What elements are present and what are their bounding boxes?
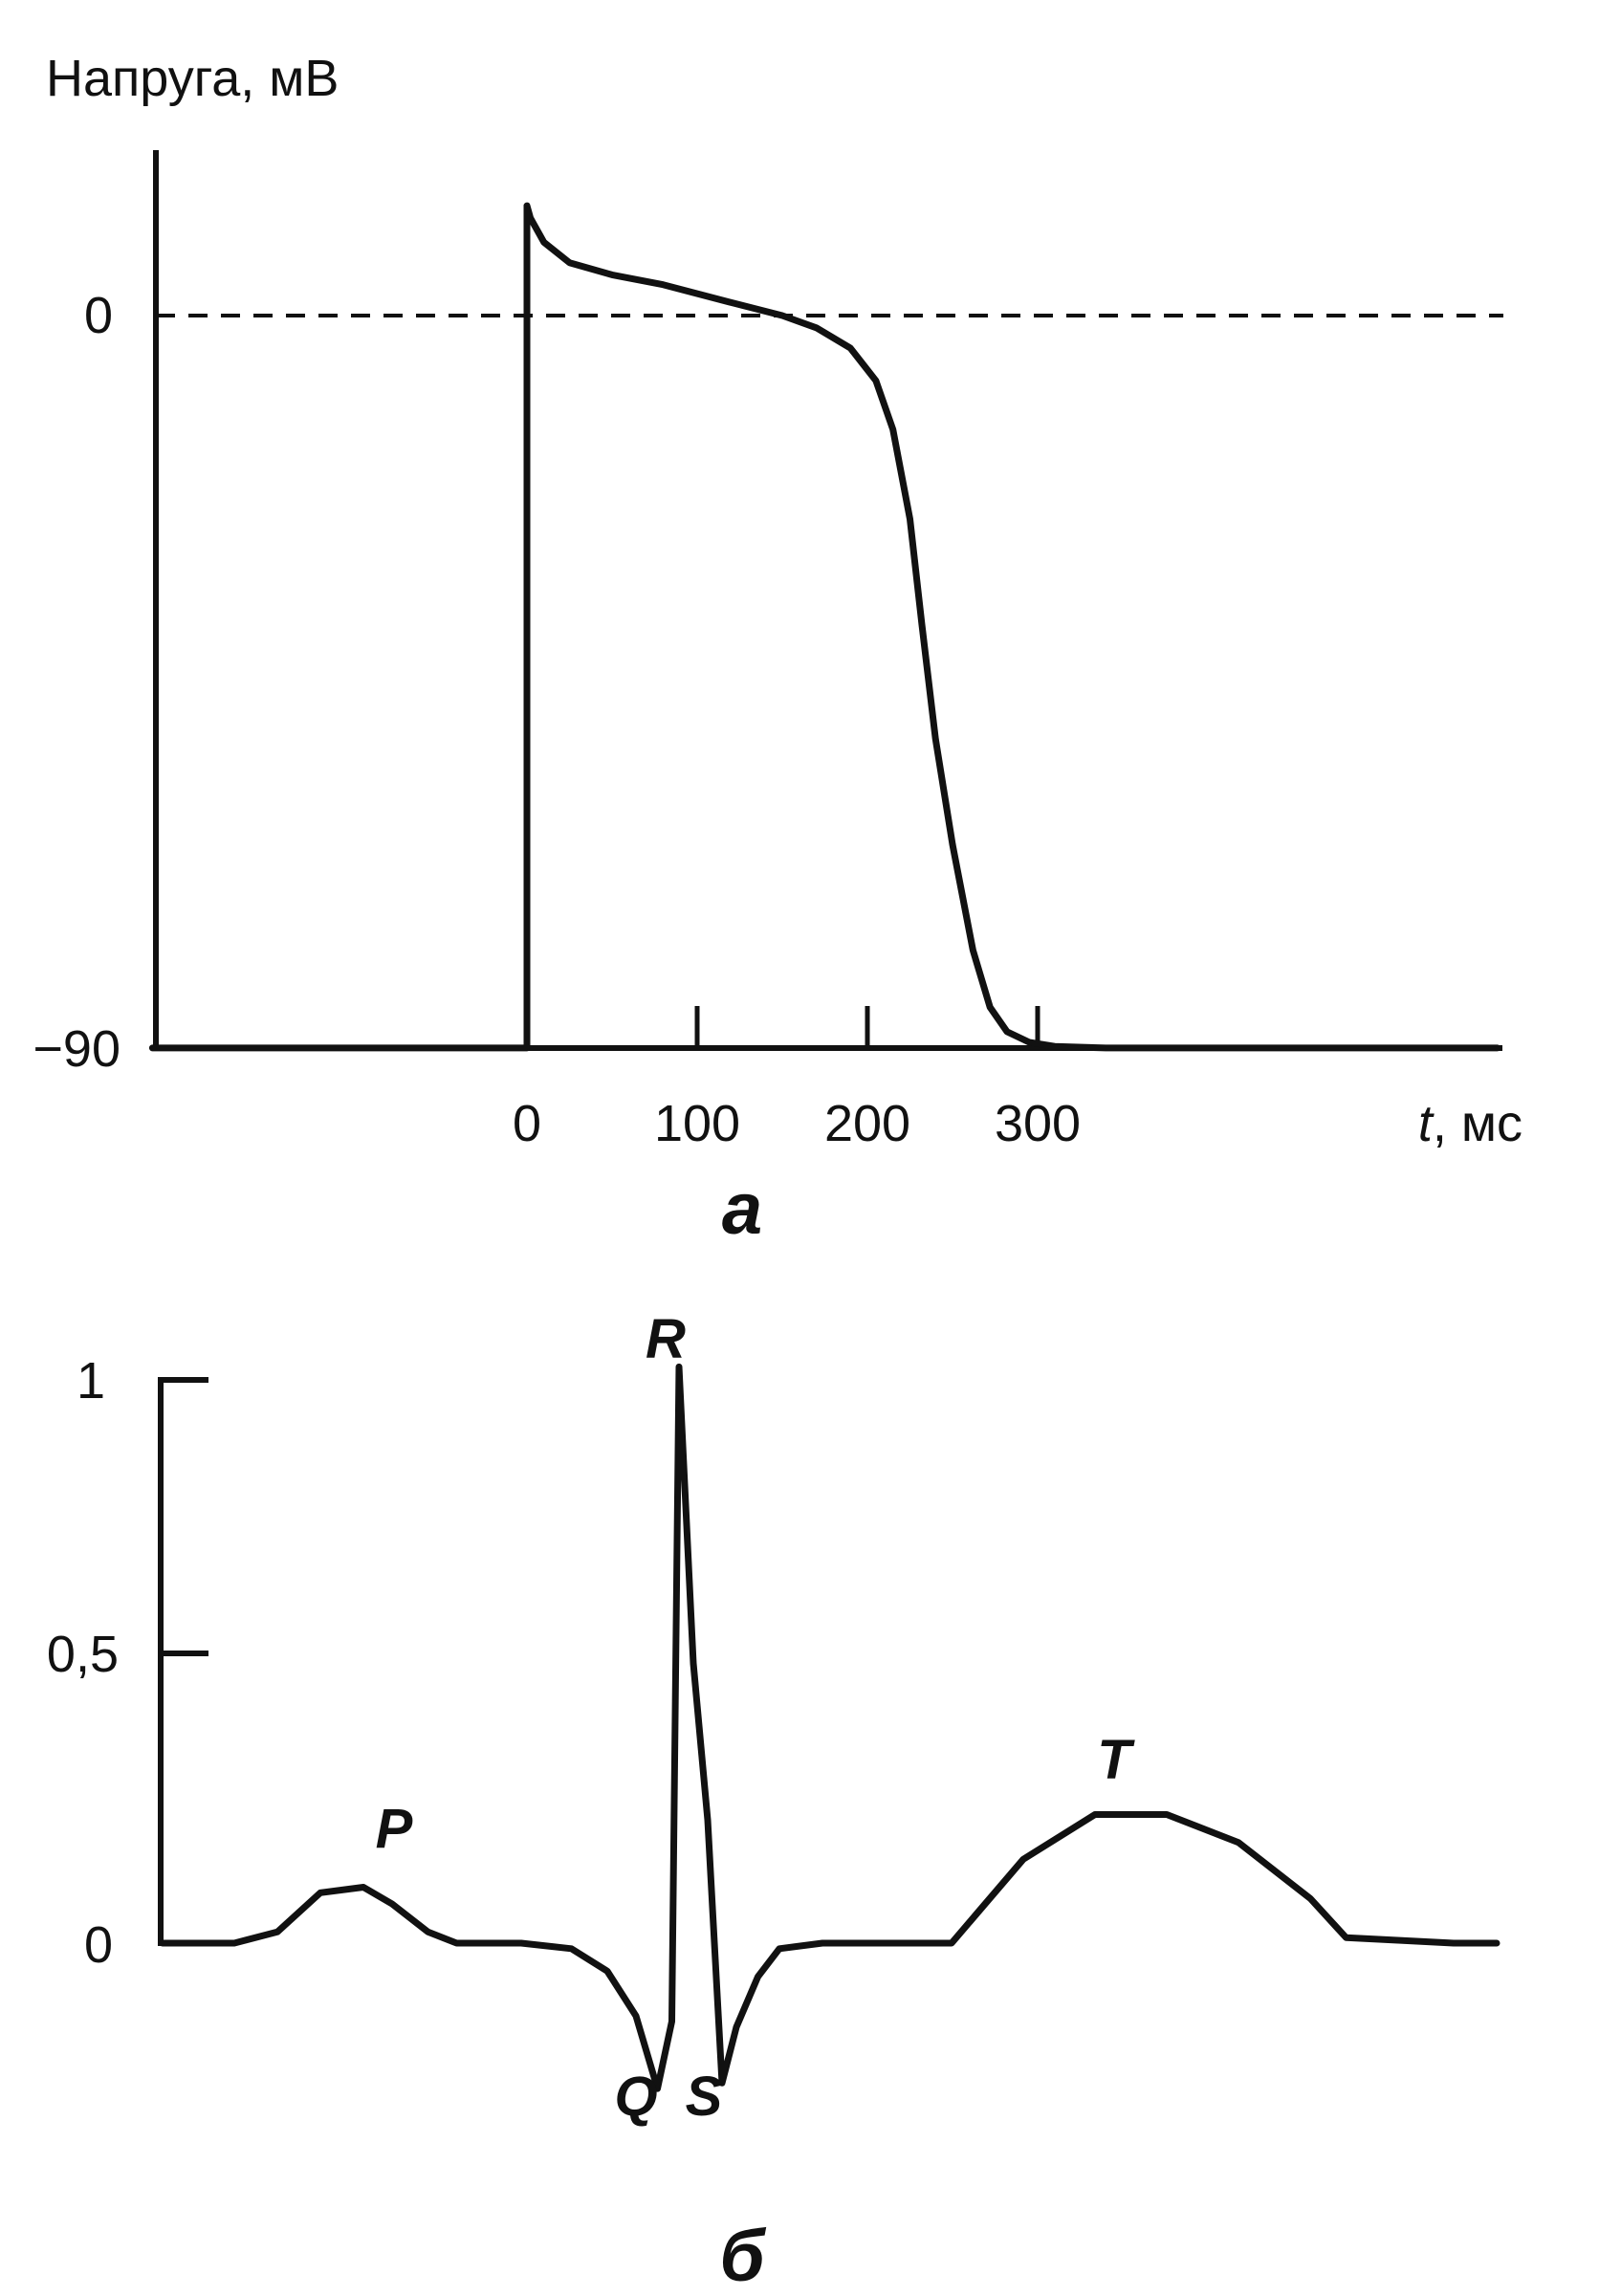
chart-b-annotation-s: S (686, 2066, 723, 2128)
chart-b-series-line (159, 1363, 1500, 2092)
chart-a-x-tick-label-0: 0 (513, 1095, 541, 1152)
chart-b: 1 0,5 0 P Q R S T б (47, 1308, 1500, 2296)
chart-a-y-tick-label-1: −90 (33, 1020, 120, 1078)
chart-a-series-line (148, 202, 1501, 1052)
chart-a-x-tick-label-300: 300 (995, 1095, 1081, 1152)
chart-a-x-ticks (694, 1006, 1040, 1048)
chart-a: Напруга, мВ 0 −90 0 100 200 300 t, мс а (33, 50, 1522, 1250)
chart-b-annotation-q: Q (614, 2066, 657, 2128)
chart-b-annotation-t: T (1097, 1729, 1135, 1791)
chart-a-panel-label: а (722, 1169, 762, 1250)
chart-a-x-tick-label-200: 200 (824, 1095, 910, 1152)
chart-a-x-tick-labels: 0 100 200 300 (513, 1095, 1081, 1152)
chart-b-panel-label: б (719, 2216, 766, 2296)
chart-a-x-axis-label: t, мс (1418, 1095, 1522, 1152)
chart-a-x-axis-var: t (1418, 1095, 1435, 1152)
chart-b-annotation-r: R (646, 1308, 686, 1370)
chart-a-x-axis-unit: , мс (1433, 1095, 1522, 1152)
chart-a-x-tick-label-100: 100 (654, 1095, 740, 1152)
chart-b-y-tick-label-05: 0,5 (47, 1626, 119, 1683)
chart-a-y-axis-label: Напруга, мВ (46, 50, 339, 107)
chart-b-annotation-p: P (376, 1798, 413, 1860)
chart-a-y-tick-label-0: 0 (84, 287, 113, 344)
chart-b-y-tick-label-0: 0 (84, 1916, 113, 1974)
chart-b-y-tick-label-1: 1 (77, 1352, 105, 1410)
